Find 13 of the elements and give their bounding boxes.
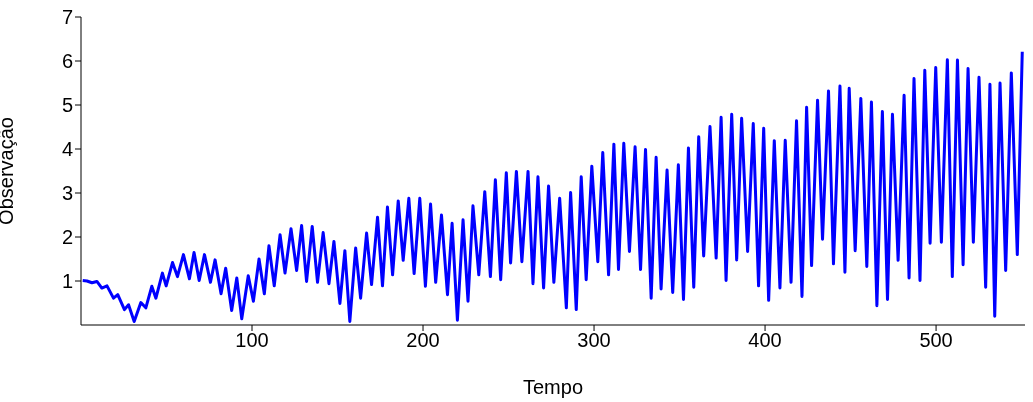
y-tick-label: 5	[61, 94, 73, 117]
x-axis-title: Tempo	[522, 376, 584, 398]
x-tick-label: 500	[919, 329, 953, 352]
x-tick-label: 200	[406, 329, 440, 352]
y-tick-label: 1	[61, 270, 73, 293]
y-tick-label: 6	[61, 50, 73, 73]
y-tick-label: 3	[61, 182, 73, 205]
x-tick-label: 100	[235, 329, 269, 352]
y-tick-label: 4	[61, 138, 73, 161]
x-tick-label: 400	[748, 329, 782, 352]
y-tick-label: 7	[61, 6, 73, 29]
x-tick-label: 300	[577, 329, 611, 352]
y-tick-label: 2	[61, 226, 73, 249]
